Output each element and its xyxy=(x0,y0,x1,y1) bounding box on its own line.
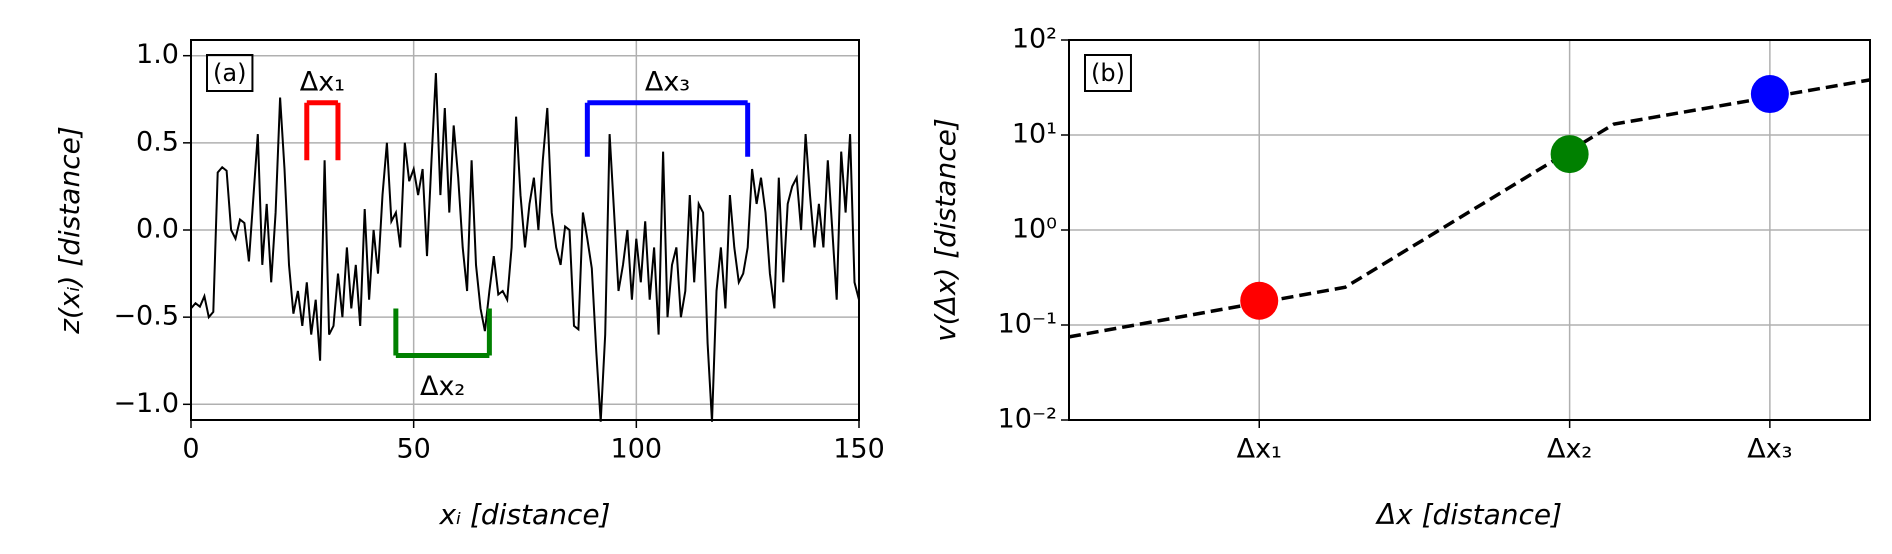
y-tick-label: 10⁰ xyxy=(1012,214,1057,245)
panel-label-box xyxy=(1084,54,1132,92)
x-tick-label: 0 xyxy=(182,434,199,465)
marker xyxy=(1240,281,1279,320)
bracket-label: Δx₂ xyxy=(420,371,465,402)
x-tick-label: 100 xyxy=(611,434,663,465)
data-line xyxy=(1068,78,1871,339)
x-tick-label: 150 xyxy=(833,434,885,465)
y-tick-label: 0.0 xyxy=(136,214,179,245)
data-line xyxy=(190,73,860,422)
axes-frame xyxy=(190,39,860,421)
x-tick-label: Δx₃ xyxy=(1747,434,1792,465)
y-axis-label: v(Δx) [distance] xyxy=(929,118,962,342)
y-tick-label: 0.5 xyxy=(136,126,179,157)
x-tick-label: Δx₁ xyxy=(1237,434,1282,465)
y-tick-label: 10⁻¹ xyxy=(998,309,1057,340)
y-axis-label: z(xᵢ) [distance] xyxy=(53,126,86,335)
marker xyxy=(1750,75,1789,114)
x-tick-label: Δx₂ xyxy=(1547,434,1592,465)
y-tick-label: 10⁻² xyxy=(998,404,1057,435)
axes-frame xyxy=(1068,39,1871,421)
panel-label: (b) xyxy=(1091,59,1125,87)
panel-label: (a) xyxy=(213,59,246,87)
panel-label-box xyxy=(206,54,254,92)
y-tick-label: 10² xyxy=(1012,24,1057,55)
x-tick-label: 50 xyxy=(396,434,430,465)
x-axis-label: Δx [distance] xyxy=(1375,498,1562,531)
y-tick-label: 10¹ xyxy=(1012,119,1057,150)
marker xyxy=(1550,135,1589,174)
y-tick-label: 1.0 xyxy=(136,39,179,70)
y-tick-label: −1.0 xyxy=(113,388,179,419)
x-axis-label: xᵢ [distance] xyxy=(439,498,611,531)
bracket-label: Δx₁ xyxy=(300,66,345,97)
y-tick-label: −0.5 xyxy=(113,301,179,332)
bracket-label: Δx₃ xyxy=(645,66,690,97)
